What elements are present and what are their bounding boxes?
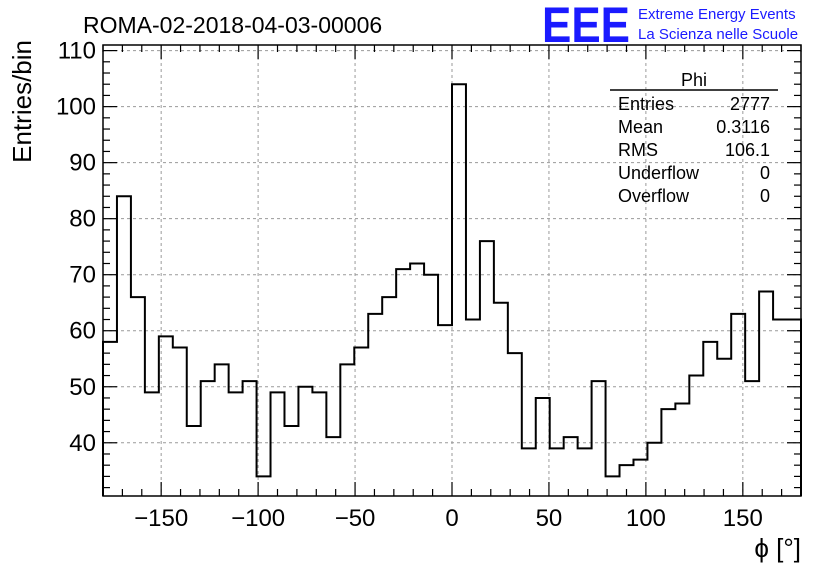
y-axis-label: Entries/bin bbox=[7, 40, 37, 163]
axes: −150 −100 −50 0 50 100 150 40 50 60 70 80 90 100 110 bbox=[56, 38, 802, 532]
histogram-bin bbox=[368, 314, 382, 496]
histogram-bin bbox=[103, 342, 117, 496]
histogram-bin bbox=[717, 359, 731, 496]
histogram-bin bbox=[661, 409, 675, 496]
stats-value-entries: 2777 bbox=[730, 94, 770, 114]
histogram-bin bbox=[312, 392, 326, 496]
stats-label-underflow: Underflow bbox=[618, 163, 700, 183]
stats-value-mean: 0.3116 bbox=[716, 117, 770, 137]
histogram-bin bbox=[298, 387, 312, 496]
eee-logo: EEE bbox=[542, 0, 630, 53]
histogram-bin bbox=[508, 353, 522, 496]
stats-label-overflow: Overflow bbox=[618, 186, 690, 206]
histogram-bin bbox=[396, 269, 410, 496]
histogram-bin bbox=[647, 443, 661, 496]
stats-label-entries: Entries bbox=[618, 94, 674, 114]
histogram-bin bbox=[145, 392, 159, 496]
histogram-bin bbox=[201, 381, 215, 496]
brand-line-2: La Scienza nelle Scuole bbox=[638, 26, 798, 43]
histogram-bin bbox=[703, 342, 717, 496]
histogram-bin bbox=[550, 448, 564, 496]
histogram-outline bbox=[102, 83, 802, 496]
histogram-bin bbox=[187, 426, 201, 496]
y-tick-label: 70 bbox=[69, 262, 96, 289]
stats-value-rms: 106.1 bbox=[725, 140, 770, 160]
histogram-bin bbox=[759, 292, 773, 496]
y-tick-label: 60 bbox=[69, 318, 96, 345]
histogram-bin bbox=[271, 392, 285, 496]
y-tick-label: 110 bbox=[58, 38, 96, 65]
y-tick-label: 40 bbox=[69, 430, 96, 457]
histogram-bin bbox=[410, 263, 424, 496]
run-title: ROMA-02-2018-04-03-00006 bbox=[83, 12, 382, 38]
histogram-bin bbox=[592, 381, 606, 496]
histogram-bin bbox=[480, 241, 494, 496]
histogram-bin bbox=[382, 297, 396, 496]
histogram-bin bbox=[522, 448, 536, 496]
x-tick-label: −150 bbox=[134, 505, 188, 532]
histogram-bin bbox=[578, 448, 592, 496]
histogram-bin bbox=[326, 437, 340, 496]
histogram-bin bbox=[536, 398, 550, 496]
stats-label-mean: Mean bbox=[618, 117, 663, 137]
histogram-bin bbox=[131, 297, 145, 496]
x-tick-label: −50 bbox=[335, 505, 376, 532]
y-tick-label: 80 bbox=[69, 206, 96, 233]
histogram-bin bbox=[731, 314, 745, 496]
histogram-bin bbox=[466, 320, 480, 496]
brand-line-1: Extreme Energy Events bbox=[638, 6, 796, 23]
stats-label-rms: RMS bbox=[618, 140, 658, 160]
histogram-bin bbox=[229, 392, 243, 496]
histogram-bin bbox=[354, 348, 368, 496]
histogram-bin bbox=[494, 303, 508, 496]
x-tick-label: 50 bbox=[536, 505, 563, 532]
histogram-bin bbox=[159, 336, 173, 496]
histogram-bin bbox=[340, 364, 354, 496]
histogram-bin bbox=[675, 404, 689, 496]
histogram-bin bbox=[773, 320, 787, 496]
histogram-bin bbox=[215, 364, 229, 496]
histogram-bars bbox=[102, 83, 802, 496]
histogram-bin bbox=[117, 196, 131, 496]
histogram-bin bbox=[438, 325, 452, 496]
histogram-bin bbox=[243, 381, 257, 496]
x-tick-label: 150 bbox=[723, 505, 763, 532]
x-tick-label: −100 bbox=[231, 505, 285, 532]
histogram-bin bbox=[564, 437, 578, 496]
histogram-bin bbox=[424, 275, 438, 496]
y-tick-label: 100 bbox=[56, 94, 96, 121]
stats-value-overflow: 0 bbox=[760, 186, 770, 206]
x-tick-label: 100 bbox=[626, 505, 666, 532]
histogram-bin bbox=[689, 376, 703, 496]
y-tick-label: 90 bbox=[69, 150, 96, 177]
stats-box: Phi Entries 2777 Mean 0.3116 RMS 106.1 U… bbox=[610, 70, 778, 206]
histogram-bin bbox=[452, 84, 466, 496]
histogram-bin bbox=[284, 426, 298, 496]
x-tick-label: 0 bbox=[445, 505, 458, 532]
histogram-bin bbox=[787, 320, 801, 496]
y-tick-label: 50 bbox=[69, 374, 96, 401]
stats-title: Phi bbox=[681, 70, 707, 90]
histogram-bin bbox=[173, 348, 187, 496]
x-axis-label: ϕ [°] bbox=[754, 533, 801, 563]
histogram-bin bbox=[745, 381, 759, 496]
stats-value-underflow: 0 bbox=[760, 163, 770, 183]
